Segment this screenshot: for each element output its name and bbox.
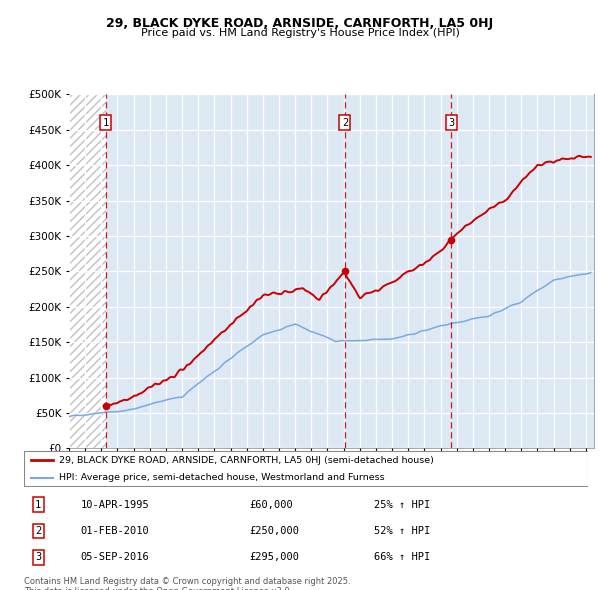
Text: 66% ↑ HPI: 66% ↑ HPI [374,552,430,562]
Text: 52% ↑ HPI: 52% ↑ HPI [374,526,430,536]
Text: Contains HM Land Registry data © Crown copyright and database right 2025.
This d: Contains HM Land Registry data © Crown c… [24,577,350,590]
Text: Price paid vs. HM Land Registry's House Price Index (HPI): Price paid vs. HM Land Registry's House … [140,28,460,38]
Text: £250,000: £250,000 [250,526,299,536]
Bar [69,94,106,448]
Text: 29, BLACK DYKE ROAD, ARNSIDE, CARNFORTH, LA5 0HJ: 29, BLACK DYKE ROAD, ARNSIDE, CARNFORTH,… [106,17,494,30]
Text: 1: 1 [103,118,109,127]
Text: 2: 2 [342,118,348,127]
Text: 10-APR-1995: 10-APR-1995 [80,500,149,510]
Text: 3: 3 [35,552,41,562]
Text: HPI: Average price, semi-detached house, Westmorland and Furness: HPI: Average price, semi-detached house,… [59,473,385,483]
Text: 29, BLACK DYKE ROAD, ARNSIDE, CARNFORTH, LA5 0HJ (semi-detached house): 29, BLACK DYKE ROAD, ARNSIDE, CARNFORTH,… [59,455,434,464]
Text: £60,000: £60,000 [250,500,293,510]
Text: 05-SEP-2016: 05-SEP-2016 [80,552,149,562]
Text: 3: 3 [448,118,454,127]
Text: 2: 2 [35,526,41,536]
Text: 1: 1 [35,500,41,510]
Text: 01-FEB-2010: 01-FEB-2010 [80,526,149,536]
Text: £295,000: £295,000 [250,552,299,562]
Text: 25% ↑ HPI: 25% ↑ HPI [374,500,430,510]
